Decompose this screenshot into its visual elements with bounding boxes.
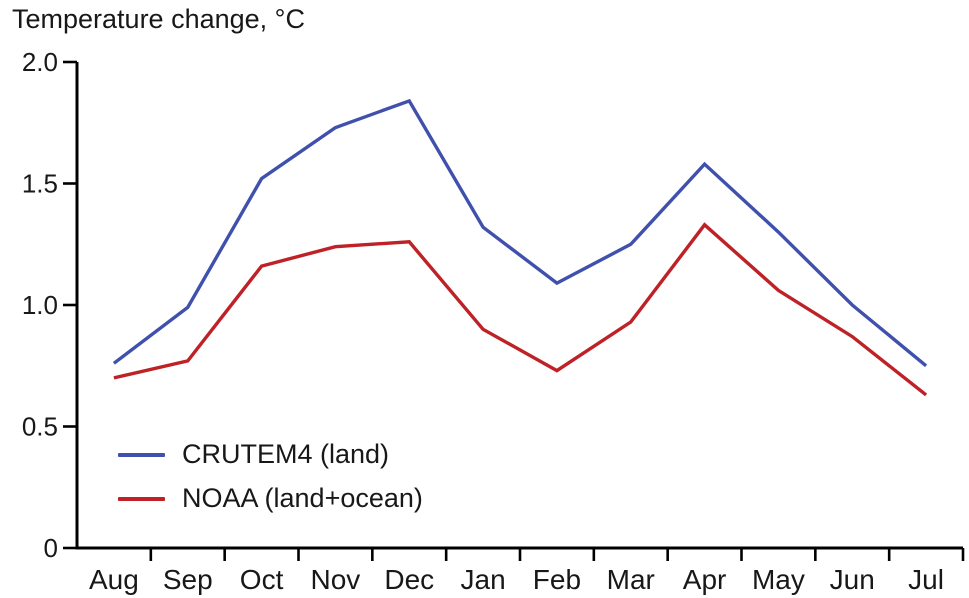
chart-title: Temperature change, °C (12, 4, 305, 34)
y-tick-label: 0 (44, 533, 58, 563)
y-tick-label: 2.0 (22, 47, 58, 77)
noaa-line-swatch (118, 496, 165, 501)
y-tick-label: 1.5 (22, 169, 58, 199)
x-tick-label: Oct (240, 564, 284, 595)
x-tick-label: Jan (461, 564, 506, 595)
y-tick-label: 1.0 (22, 290, 58, 320)
x-tick-label: Jun (830, 564, 875, 595)
crutem4-land--line (112, 98, 928, 368)
crutem4-line-swatch (118, 452, 165, 457)
x-tick-label: Jul (908, 564, 944, 595)
y-tick-label: 0.5 (22, 412, 58, 442)
x-tick-label: Sep (163, 564, 213, 595)
legend-label-noaa: NOAA (land+ocean) (182, 483, 423, 513)
legend-item-crutem4: CRUTEM4 (land) (118, 439, 423, 470)
legend-label-crutem4: CRUTEM4 (land) (182, 439, 390, 469)
x-tick-label: Feb (533, 564, 581, 595)
chart-legend: CRUTEM4 (land) NOAA (land+ocean) (118, 439, 423, 514)
noaa-land-ocean--line (113, 222, 928, 397)
x-tick-label: Dec (384, 564, 434, 595)
x-tick-label: Aug (89, 564, 139, 595)
x-tick-label: Mar (607, 564, 655, 595)
legend-item-noaa: NOAA (land+ocean) (118, 483, 423, 514)
x-tick-label: Nov (311, 564, 361, 595)
x-tick-label: May (752, 564, 805, 595)
x-tick-label: Apr (683, 564, 727, 595)
